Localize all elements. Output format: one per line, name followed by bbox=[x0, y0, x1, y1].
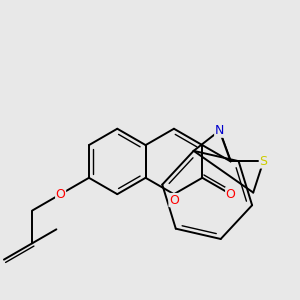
Text: S: S bbox=[259, 155, 267, 168]
Text: N: N bbox=[215, 124, 224, 137]
Text: O: O bbox=[169, 194, 179, 207]
Text: O: O bbox=[56, 188, 66, 201]
Text: O: O bbox=[226, 188, 236, 201]
